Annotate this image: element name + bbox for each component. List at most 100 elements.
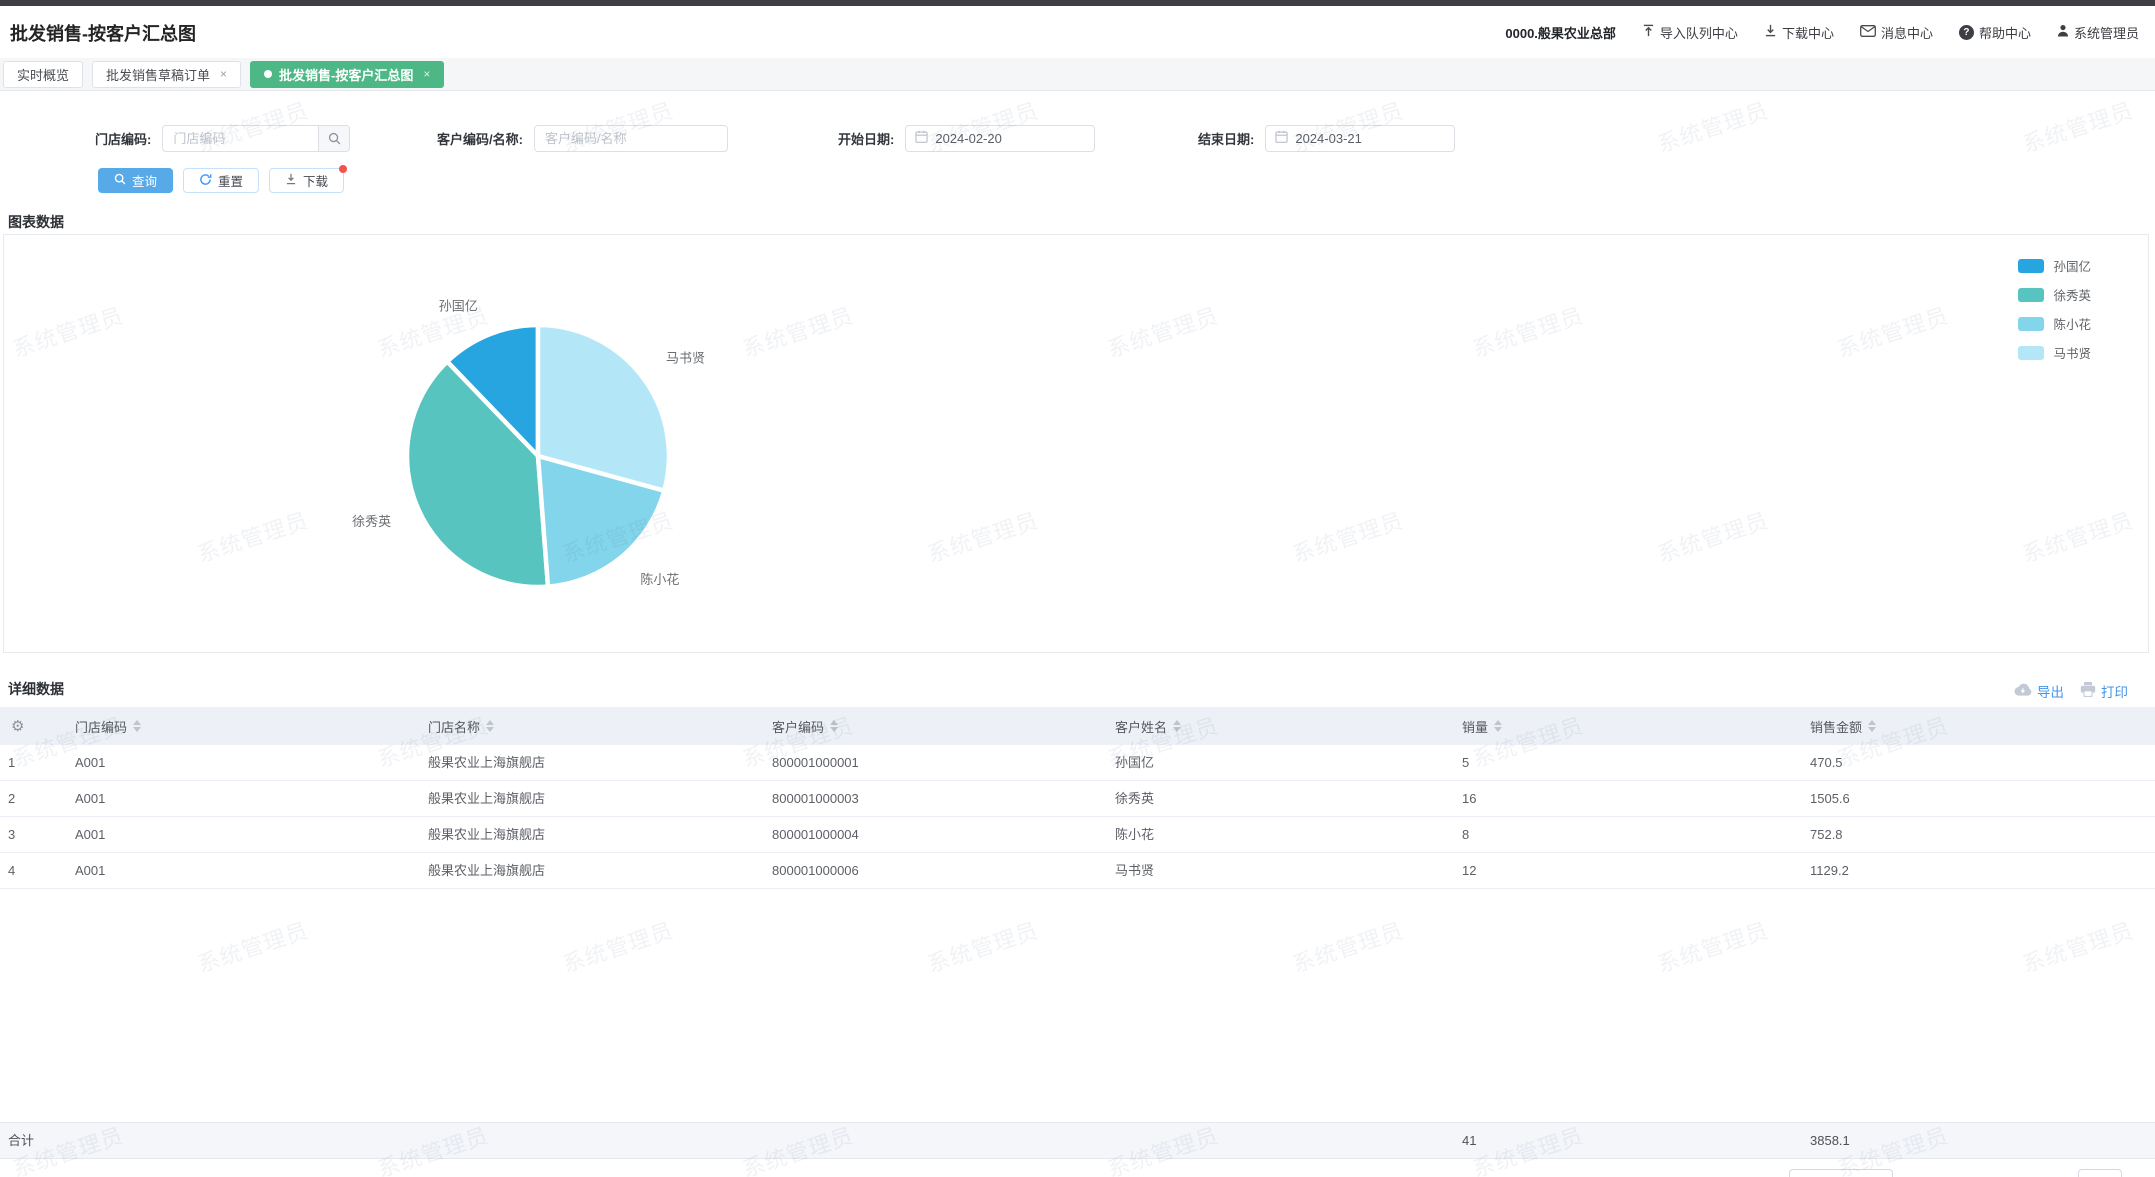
export-label: 导出: [2037, 685, 2064, 700]
end-date-picker[interactable]: 2024-03-21: [1265, 125, 1456, 152]
user-icon: [2057, 24, 2069, 40]
pie-slice[interactable]: [535, 322, 672, 493]
menu-label: 下载中心: [1781, 25, 1834, 41]
watermark-text: 系统管理员: [194, 917, 312, 978]
total-qty: 41: [1462, 1133, 1477, 1148]
reset-button[interactable]: 重置: [183, 168, 260, 193]
total-label: 合计: [8, 1133, 35, 1148]
store-code-input-wrap: [162, 125, 351, 152]
search-button-label: 查询: [132, 175, 158, 189]
search-button[interactable]: 查询: [98, 168, 174, 193]
tab-close-icon[interactable]: ×: [423, 67, 431, 81]
cell-customer-code: 800001000003: [772, 791, 859, 806]
cell-store-name: 般果农业上海旗舰店: [428, 755, 546, 770]
cell-customer-code: 800001000006: [772, 863, 859, 878]
customer-input-wrap: [533, 125, 728, 152]
store-code-input[interactable]: [163, 126, 319, 151]
column-header-store-name[interactable]: 门店名称: [428, 707, 495, 745]
column-settings-gear-icon[interactable]: ⚙: [11, 718, 25, 735]
pie-slice-label: 徐秀英: [352, 514, 391, 529]
menu-download-center[interactable]: 下载中心: [1764, 23, 1834, 42]
menu-help-center[interactable]: ? 帮助中心: [1958, 23, 2031, 42]
cell-customer-name: 徐秀英: [1115, 791, 1155, 806]
sort-icon[interactable]: [133, 720, 142, 732]
cell-qty: 5: [1462, 755, 1470, 770]
table-row[interactable]: 4 A001 般果农业上海旗舰店 800001000006 马书贤 12 1129.2: [0, 853, 2155, 889]
search-icon: [114, 173, 126, 188]
cell-customer-name: 陈小花: [1115, 827, 1155, 842]
cell-amount: 1505.6: [1810, 791, 1850, 806]
legend-item[interactable]: 马书贤: [2018, 343, 2091, 362]
cell-store-code: A001: [75, 791, 106, 806]
export-cloud-icon: [2013, 683, 2032, 699]
cell-store-name: 般果农业上海旗舰店: [428, 863, 546, 878]
total-amount: 3858.1: [1810, 1133, 1850, 1148]
tab-close-icon[interactable]: ×: [220, 67, 228, 81]
pie-slice[interactable]: [444, 322, 541, 459]
cell-qty: 12: [1462, 863, 1477, 878]
cell-customer-name: 孙国亿: [1115, 755, 1155, 770]
table-row[interactable]: 2 A001 般果农业上海旗舰店 800001000003 徐秀英 16 1505.6: [0, 781, 2155, 817]
message-icon: [1860, 24, 1876, 40]
cell-qty: 16: [1462, 791, 1477, 806]
menu-message-center[interactable]: 消息中心: [1860, 23, 1933, 42]
cell-store-code: A001: [75, 863, 106, 878]
legend-item[interactable]: 陈小花: [2018, 314, 2091, 333]
chart-panel: 孙国亿 徐秀英 陈小花 马书贤 孙国亿 徐秀英 陈小花 马书贤: [3, 234, 2149, 653]
watermark-text: 系统管理员: [2019, 917, 2137, 978]
column-header-customer-code[interactable]: 客户编码: [772, 707, 839, 745]
legend-label: 马书贤: [2053, 347, 2091, 361]
sort-icon[interactable]: [1173, 720, 1182, 732]
table-total-row: 合计 41 3858.1: [0, 1122, 2155, 1159]
cell-customer-name: 马书贤: [1115, 863, 1155, 878]
row-index: 3: [8, 827, 16, 842]
page-size-select[interactable]: [1789, 1169, 1893, 1177]
menu-import-queue[interactable]: 导入队列中心: [1642, 23, 1738, 42]
tab-label: 实时概览: [17, 67, 70, 83]
start-date-picker[interactable]: 2024-02-20: [905, 125, 1096, 152]
legend-item[interactable]: 徐秀英: [2018, 285, 2091, 304]
table-row[interactable]: 3 A001 般果农业上海旗舰店 800001000004 陈小花 8 752.8: [0, 817, 2155, 853]
row-index: 4: [8, 863, 16, 878]
calendar-icon: [915, 130, 928, 148]
export-button[interactable]: 导出: [2013, 681, 2064, 701]
menu-current-user[interactable]: 系统管理员: [2057, 23, 2139, 42]
start-date-label: 开始日期:: [838, 132, 895, 147]
download-button[interactable]: 下载: [269, 165, 348, 193]
reset-button-label: 重置: [218, 175, 244, 189]
pie-slice[interactable]: [535, 453, 667, 589]
download-icon: [285, 173, 297, 188]
legend-item[interactable]: 孙国亿: [2018, 256, 2091, 275]
column-header-store-code[interactable]: 门店编码: [75, 707, 142, 745]
column-header-amount[interactable]: 销售金额: [1810, 707, 1877, 745]
table-row[interactable]: 1 A001 般果农业上海旗舰店 800001000001 孙国亿 5 470.5: [0, 745, 2155, 781]
page-jump-input[interactable]: [2078, 1169, 2122, 1177]
legend-swatch: [2018, 345, 2045, 360]
column-header-customer-name[interactable]: 客户姓名: [1115, 707, 1182, 745]
column-header-qty[interactable]: 销量: [1462, 707, 1503, 745]
pie-slice-label: 马书贤: [666, 350, 705, 365]
legend-swatch: [2018, 287, 2045, 302]
customer-input[interactable]: [534, 126, 727, 151]
cell-qty: 8: [1462, 827, 1470, 842]
print-button[interactable]: 打印: [2080, 681, 2128, 701]
sort-icon[interactable]: [1494, 720, 1503, 732]
tab-realtime-overview[interactable]: 实时概览: [3, 60, 84, 88]
sort-icon[interactable]: [486, 720, 495, 732]
pie-slice[interactable]: [404, 359, 551, 590]
tab-wholesale-draft-orders[interactable]: 批发销售草稿订单 ×: [92, 60, 242, 88]
legend-label: 孙国亿: [2053, 260, 2091, 274]
cell-amount: 1129.2: [1810, 863, 1849, 878]
import-queue-icon: [1642, 24, 1655, 40]
tab-wholesale-by-customer-chart[interactable]: 批发销售-按客户汇总图 ×: [250, 60, 445, 88]
print-label: 打印: [2101, 685, 2128, 700]
sort-icon[interactable]: [1868, 720, 1877, 732]
top-strip: [0, 0, 2155, 6]
store-code-search-button[interactable]: [318, 126, 350, 151]
sort-icon[interactable]: [830, 720, 839, 732]
filter-start-date: 开始日期: 2024-02-20: [838, 125, 1096, 152]
menu-label: 导入队列中心: [1659, 25, 1738, 41]
page-header: 批发销售-按客户汇总图 0000.般果农业总部 导入队列中心 下载中心 消息中心…: [0, 6, 2155, 58]
page-title: 批发销售-按客户汇总图: [10, 24, 196, 44]
